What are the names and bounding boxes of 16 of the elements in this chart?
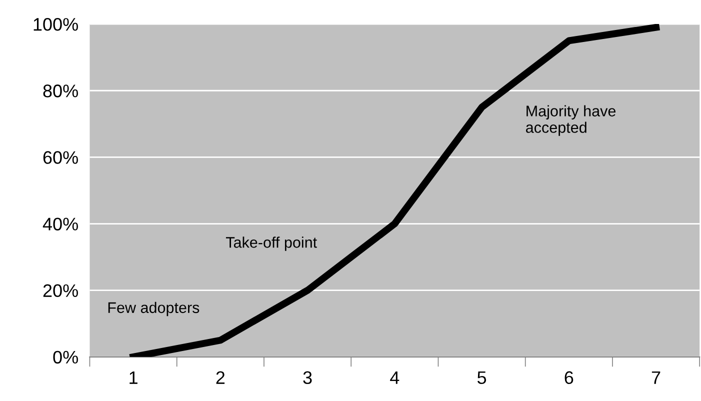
x-tick-label: 3 <box>303 371 312 384</box>
annotation: Take-off point <box>226 236 317 251</box>
x-tick-label: 1 <box>130 371 138 384</box>
y-tick-label: 100% <box>34 18 78 31</box>
annotation: Few adopters <box>108 302 200 316</box>
x-tick-label: 7 <box>652 371 660 384</box>
x-tick-label: 2 <box>216 371 225 384</box>
x-tick-label: 5 <box>477 371 486 384</box>
x-tick-label: 6 <box>564 371 574 384</box>
y-tick-label: 0% <box>53 350 78 364</box>
x-tick-label: 4 <box>390 371 400 384</box>
y-tick-label: 60% <box>43 151 78 164</box>
y-tick-label: 40% <box>42 218 78 230</box>
y-tick-label: 20% <box>43 284 78 298</box>
annotation: Majority have accepted <box>526 105 616 136</box>
y-tick-label: 80% <box>43 84 78 98</box>
